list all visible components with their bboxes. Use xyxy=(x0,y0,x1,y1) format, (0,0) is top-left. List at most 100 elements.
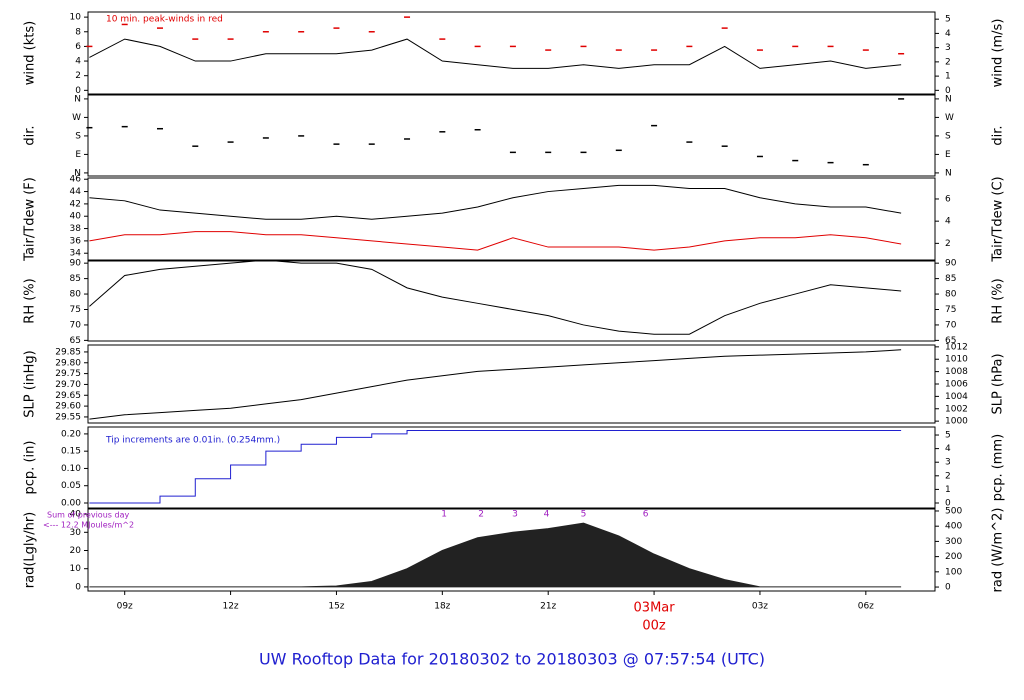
hour-mark: 6 xyxy=(643,510,649,520)
y2-tick-label: S xyxy=(945,131,951,141)
y2-axis-label: pcp. (mm) xyxy=(991,434,1006,501)
y-axis-label: pcp. (in) xyxy=(23,441,38,495)
y2-tick-label: W xyxy=(945,113,954,123)
y-tick-label: 38 xyxy=(70,224,82,234)
y-tick-label: 44 xyxy=(70,187,82,197)
x-tick-label: 03z xyxy=(752,602,768,612)
x-tick-date: 03Mar xyxy=(634,601,676,616)
y2-tick-label: 100 xyxy=(945,567,962,577)
y-tick-label: 90 xyxy=(70,259,82,269)
y-tick-label: 29.65 xyxy=(55,391,81,401)
y2-tick-label: 1004 xyxy=(945,392,968,402)
x-tick-label: 15z xyxy=(328,602,344,612)
series-line xyxy=(89,38,902,69)
y2-tick-label: 3 xyxy=(945,43,951,53)
y-tick-label: S xyxy=(75,131,81,141)
hour-mark: 3 xyxy=(512,510,518,520)
y-tick-label: N xyxy=(74,168,81,178)
y2-tick-label: 4 xyxy=(945,217,951,227)
y-tick-label: E xyxy=(75,150,81,160)
y2-tick-label: 70 xyxy=(945,320,957,330)
y-tick-label: 46 xyxy=(70,175,82,185)
y2-axis-label: dir. xyxy=(991,125,1006,145)
x-tick-label: 18z xyxy=(434,602,450,612)
y2-tick-label: 3 xyxy=(945,458,951,468)
y2-axis-label: RH (%) xyxy=(991,278,1006,323)
x-tick-label: 00z xyxy=(642,619,666,634)
y-axis-label: Tair/Tdew (F) xyxy=(23,177,38,262)
y-tick-label: 2 xyxy=(75,71,81,81)
panel-frame xyxy=(87,94,936,177)
y2-tick-label: N xyxy=(945,168,952,178)
y2-tick-label: 85 xyxy=(945,274,956,284)
y2-tick-label: 500 xyxy=(945,506,962,516)
panel-frame xyxy=(87,508,936,592)
y2-tick-label: 1008 xyxy=(945,367,968,377)
panel-frame xyxy=(87,344,936,424)
series-line xyxy=(89,259,902,335)
series-line xyxy=(89,349,902,420)
y-tick-label: N xyxy=(74,94,81,104)
y-tick-label: 29.75 xyxy=(55,369,81,379)
y-tick-label: 85 xyxy=(70,274,81,284)
y-axis-label: RH (%) xyxy=(23,278,38,323)
y-tick-label: 6 xyxy=(75,42,81,52)
y2-tick-label: 1 xyxy=(945,72,951,82)
y2-tick-label: N xyxy=(945,94,952,104)
y2-tick-label: 2 xyxy=(945,239,951,249)
series-area xyxy=(89,522,902,588)
y-tick-label: 70 xyxy=(70,320,82,330)
y-tick-label: 29.85 xyxy=(55,347,81,357)
y-tick-label: 10 xyxy=(70,564,82,574)
y2-tick-label: 5 xyxy=(945,15,951,25)
annotation: 10 min. peak-winds in red xyxy=(106,15,223,25)
x-tick-label: 12z xyxy=(222,602,238,612)
y-axis-label: SLP (inHg) xyxy=(23,350,38,418)
y-tick-label: 29.55 xyxy=(55,412,81,422)
y2-tick-label: 0 xyxy=(945,498,951,508)
y-tick-label: 0.10 xyxy=(61,464,81,474)
note: Sum of previous day xyxy=(47,511,129,520)
x-tick-label: 06z xyxy=(858,602,874,612)
y2-tick-label: 90 xyxy=(945,259,957,269)
x-tick-label: 09z xyxy=(117,602,133,612)
x-tick-label: 21z xyxy=(540,602,556,612)
annotation: Tip increments are 0.01in. (0.254mm.) xyxy=(105,436,280,446)
hour-mark: 5 xyxy=(581,510,587,520)
y2-axis-label: SLP (hPa) xyxy=(991,353,1006,414)
y2-tick-label: 65 xyxy=(945,336,956,346)
y2-tick-label: E xyxy=(945,150,951,160)
y2-tick-label: 75 xyxy=(945,305,956,315)
panel-frame xyxy=(87,11,936,95)
y-tick-label: 36 xyxy=(70,236,82,246)
panel-frame xyxy=(87,177,936,261)
y-tick-label: 65 xyxy=(70,336,81,346)
y2-tick-label: 1006 xyxy=(945,380,968,390)
y2-tick-label: 400 xyxy=(945,522,962,532)
y-tick-label: 75 xyxy=(70,305,81,315)
y-axis-label: dir. xyxy=(23,125,38,145)
y2-tick-label: 80 xyxy=(945,290,957,300)
y-tick-label: 0 xyxy=(75,86,81,96)
y-tick-label: 40 xyxy=(70,510,82,520)
y-tick-label: 0 xyxy=(75,582,81,592)
y-tick-label: 30 xyxy=(70,528,82,538)
y2-tick-label: 0 xyxy=(945,583,951,593)
y-axis-label: wind (kts) xyxy=(23,21,38,85)
y-axis-label: rad(Lgly/hr) xyxy=(23,512,38,588)
series-line xyxy=(89,231,902,251)
y2-tick-label: 5 xyxy=(945,431,951,441)
series-step xyxy=(89,429,902,504)
y-tick-label: 8 xyxy=(75,27,81,37)
y2-tick-label: 4 xyxy=(945,444,951,454)
series-line xyxy=(89,184,902,220)
y-tick-label: 29.70 xyxy=(55,380,81,390)
y-tick-label: 29.80 xyxy=(55,358,81,368)
y2-axis-label: rad (W/m^2) xyxy=(991,508,1006,593)
y2-tick-label: 1010 xyxy=(945,355,968,365)
y2-tick-label: 4 xyxy=(945,29,951,39)
y2-tick-label: 200 xyxy=(945,552,962,562)
y2-axis-label: Tair/Tdew (C) xyxy=(991,176,1006,262)
hour-mark: 2 xyxy=(478,510,484,520)
